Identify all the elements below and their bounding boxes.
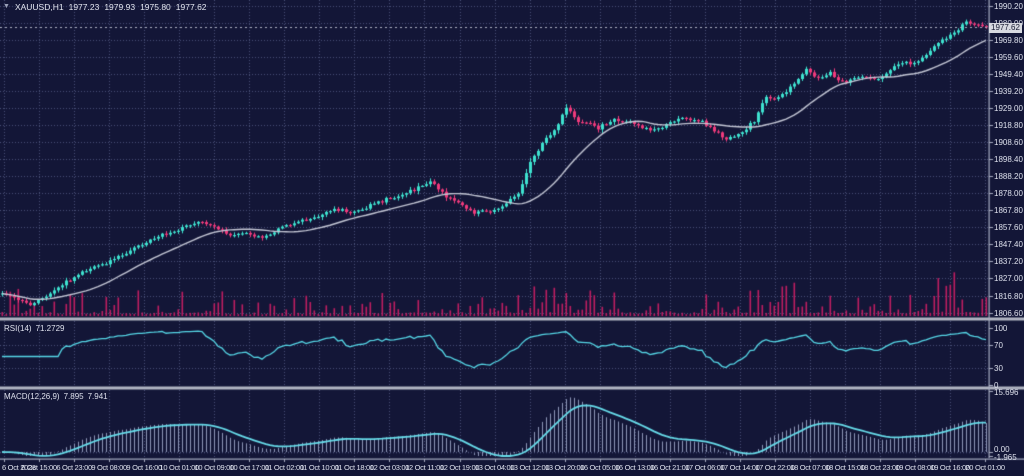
macd-tick-label: -1.965 (994, 452, 1017, 462)
time-tick-label: 17 Oct 14:00 (720, 463, 760, 472)
price-tick-label: 1867.80 (994, 206, 1023, 216)
chart-title-bar: ▼ XAUUSD,H1 1977.23 1979.93 1975.80 1977… (3, 2, 207, 12)
price-tick-label: 1837.20 (994, 257, 1023, 267)
ohlc-high: 1979.93 (104, 2, 136, 12)
time-tick-label: 12 Oct 19:00 (439, 463, 480, 472)
time-tick-label: 17 Oct 06:00 (685, 463, 725, 472)
price-tick-label: 1806.60 (994, 308, 1023, 318)
time-tick-label: 17 Oct 22:00 (755, 463, 795, 472)
price-tick-label: 1878.00 (994, 189, 1023, 199)
macd-name: MACD(12,26,9) (4, 392, 60, 401)
time-tick-label: 18 Oct 07:00 (790, 463, 830, 472)
price-tick-label: 1847.40 (994, 240, 1023, 250)
time-tick-label: 10 Oct 01:00 (159, 463, 200, 472)
time-tick-label: 10 Oct 17:00 (229, 463, 270, 472)
macd-indicator-label: MACD(12,26,9) 7.895 7.941 (4, 392, 108, 401)
price-tick-label: 1888.20 (994, 172, 1023, 182)
time-tick-label: 11 Oct 10:00 (299, 463, 339, 472)
price-tick-label: 1918.80 (994, 120, 1023, 130)
ohlc-open: 1977.23 (68, 2, 100, 12)
time-tick-label: 16 Oct 05:00 (579, 463, 620, 472)
macd-tick-label: 15.696 (994, 388, 1019, 397)
rsi-name: RSI(14) (4, 324, 32, 333)
time-tick-label: 6 Oct 15:00 (21, 463, 57, 472)
price-tick-label: 1898.40 (994, 155, 1023, 165)
price-tick-label: 1929.00 (994, 103, 1023, 113)
price-tick-label: 1827.00 (994, 274, 1023, 284)
rsi-value: 71.2729 (35, 324, 65, 333)
time-tick-label: 12 Oct 11:00 (405, 463, 444, 472)
rsi-indicator-label: RSI(14) 71.2729 (4, 324, 64, 333)
time-tick-label: 18 Oct 15:00 (825, 463, 865, 472)
price-tick-label: 1969.80 (994, 35, 1023, 45)
symbol-collapse-icon[interactable]: ▼ (3, 3, 10, 10)
time-tick-label: 13 Oct 04:00 (474, 463, 515, 472)
time-tick-label: 13 Oct 12:00 (509, 463, 550, 472)
price-tick-label: 1949.40 (994, 69, 1023, 79)
time-tick-label: 9 Oct 08:00 (91, 463, 127, 472)
rsi-tick-label: 30 (994, 363, 1003, 373)
macd-signal-value: 7.941 (87, 392, 108, 401)
time-tick-label: 20 Oct 01:00 (965, 463, 1005, 472)
price-tick-label: 1908.60 (994, 137, 1023, 147)
price-tick-label: 1959.60 (994, 52, 1023, 62)
price-tick-label: 1990.20 (994, 1, 1023, 11)
rsi-tick-label: 100 (994, 324, 1008, 333)
macd-tick-label: 0.00 (994, 445, 1010, 454)
time-tick-label: 19 Oct 08:00 (895, 463, 935, 472)
rsi-tick-label: 70 (994, 341, 1003, 351)
ohlc-low: 1975.80 (140, 2, 171, 12)
time-tick-label: 11 Oct 18:00 (334, 463, 374, 472)
ohlc-close: 1977.62 (175, 2, 207, 12)
time-tick-label: 16 Oct 21:00 (650, 463, 690, 472)
time-tick-label: 9 Oct 16:00 (126, 463, 162, 472)
time-tick-label: 10 Oct 09:00 (194, 463, 235, 472)
price-tick-label: 1939.20 (994, 86, 1023, 96)
time-tick-label: 19 Oct 16:00 (930, 463, 970, 472)
time-tick-label: 16 Oct 13:00 (615, 463, 655, 472)
time-tick-label: 6 Oct 2023 (2, 463, 36, 472)
rsi-tick-label: 0 (994, 381, 999, 390)
time-tick-label: 11 Oct 02:00 (264, 463, 304, 472)
current-price-tag: 1977.62 (989, 22, 1022, 33)
time-tick-label: 13 Oct 20:00 (544, 463, 585, 472)
macd-main-value: 7.895 (63, 392, 84, 401)
time-tick-label: 6 Oct 23:00 (56, 463, 92, 472)
time-tick-label: 12 Oct 03:00 (369, 463, 410, 472)
time-tick-label: 18 Oct 23:00 (860, 463, 900, 472)
price-tick-label: 1857.60 (994, 223, 1023, 233)
symbol-label: XAUUSD,H1 (14, 2, 64, 12)
price-tick-label: 1816.80 (994, 291, 1023, 301)
